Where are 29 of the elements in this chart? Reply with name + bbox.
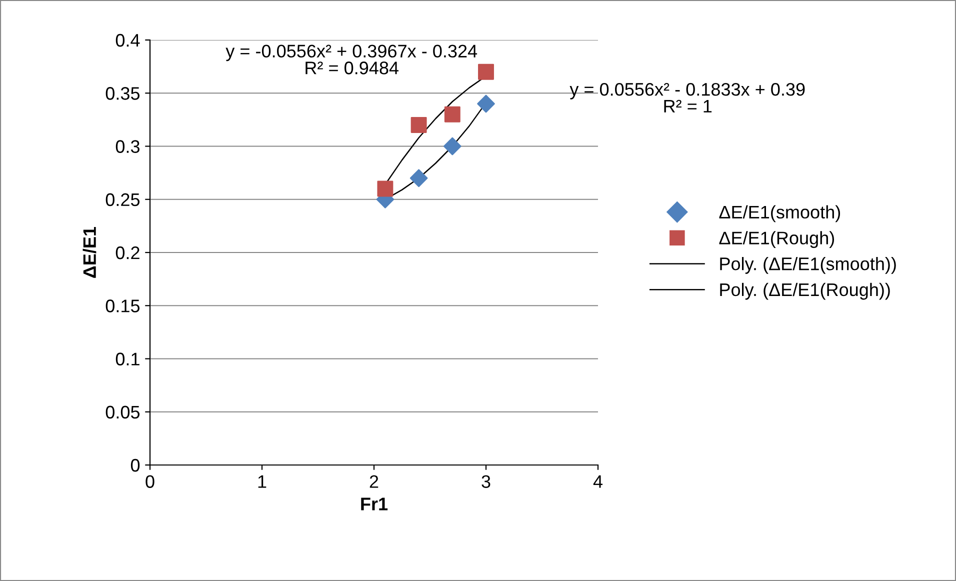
- x-tick-label: 1: [258, 475, 266, 488]
- x-tick-label: 4: [593, 475, 602, 488]
- point: [377, 180, 394, 197]
- y-axis-title: ΔE/E1: [82, 226, 96, 278]
- legend-label: Poly. (ΔE/E1(smooth)): [720, 257, 896, 274]
- y-tick-label: 0.05: [106, 406, 140, 419]
- y-tick-label: 0.1: [116, 352, 140, 366]
- y-tick-label: 0.35: [106, 87, 140, 100]
- x-tick-label: 0: [146, 475, 154, 488]
- x-tick-label: 2: [370, 475, 378, 488]
- legend-label: Poly. (ΔE/E1(Rough)): [720, 282, 890, 300]
- legend-label: ΔE/E1(smooth): [719, 205, 840, 222]
- annotation: y = 0.0556x² - 0.1833x + 0.39 R² = 1: [570, 82, 805, 112]
- point: [443, 137, 462, 156]
- point: [410, 169, 428, 188]
- x-axis-title: Fr1: [361, 498, 388, 510]
- point: [477, 94, 495, 113]
- annotation: y = -0.0556x² + 0.3967x - 0.324 R² = 0.9484: [226, 44, 478, 74]
- y-tick-label: 0.25: [106, 193, 140, 206]
- point: [410, 117, 427, 133]
- y-tick-label: 0.4: [116, 34, 140, 47]
- point: [478, 64, 494, 80]
- x-tick-label: 3: [482, 475, 490, 488]
- y-tick-label: 0.15: [106, 300, 140, 312]
- y-tick-label: 0: [130, 458, 140, 472]
- y-tick-label: 0.2: [116, 246, 140, 260]
- point: [444, 106, 460, 122]
- legend-label: ΔE/E1(Rough): [719, 231, 834, 248]
- y-tick-label: 0.3: [116, 140, 140, 153]
